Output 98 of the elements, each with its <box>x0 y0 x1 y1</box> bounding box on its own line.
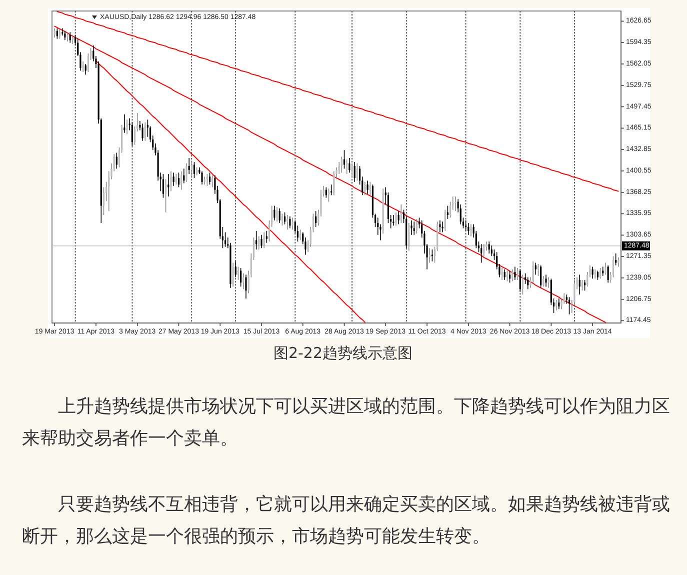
candlestick <box>240 268 242 287</box>
candlestick <box>581 280 584 291</box>
candlestick <box>193 162 196 178</box>
candlestick <box>289 216 291 229</box>
candlestick <box>556 299 558 311</box>
candlestick <box>274 205 276 221</box>
candlestick <box>439 220 441 233</box>
candlestick <box>602 266 604 276</box>
candlestick <box>444 209 446 232</box>
candlestick <box>245 274 247 299</box>
candlestick <box>186 162 188 182</box>
candlestick <box>468 222 470 236</box>
candlestick <box>162 174 164 198</box>
candlestick <box>234 260 236 278</box>
candlestick <box>172 172 174 186</box>
candlestick <box>488 241 490 254</box>
candlestick <box>519 268 521 292</box>
candlestick <box>58 29 61 40</box>
candlestick <box>351 162 353 178</box>
candlestick <box>142 123 144 142</box>
candlestick <box>356 162 358 181</box>
candlestick <box>470 224 472 237</box>
candlestick <box>558 298 560 310</box>
candlestick <box>299 229 302 241</box>
candlestick <box>490 245 492 256</box>
candlestick <box>542 276 544 287</box>
candlestick <box>232 262 234 287</box>
candlestick <box>400 204 402 224</box>
candlestick <box>208 172 211 185</box>
candlestick <box>66 32 68 42</box>
candlestick <box>607 264 609 283</box>
candlestick <box>480 244 482 264</box>
candlestick <box>165 178 167 213</box>
candlestick <box>212 174 214 188</box>
candlestick <box>354 162 356 182</box>
candlestick <box>592 266 594 280</box>
candlestick <box>369 182 371 196</box>
candlestick <box>516 268 518 280</box>
candlestick <box>188 158 190 174</box>
candlestick <box>398 210 400 225</box>
candlestick <box>508 270 511 283</box>
line-series <box>54 26 606 323</box>
candlestick <box>170 170 172 192</box>
candlestick <box>190 160 192 178</box>
candlestick <box>328 188 330 202</box>
candlestick <box>256 230 258 250</box>
candlestick <box>604 262 606 276</box>
candlestick <box>178 172 180 188</box>
candlestick <box>281 213 283 226</box>
candlestick <box>315 210 317 228</box>
candlestick <box>596 270 599 280</box>
candlestick <box>131 122 133 147</box>
candlestick <box>442 221 444 233</box>
text: 只要趋势线不互相违背，它就可以用来确定买卖的区域。如果趋势线被违背或断开，那么这是一个很强的预示，市场趋势可能发生转变。 <box>22 493 671 549</box>
caption: 图2-22趋势线示意图 <box>273 344 413 362</box>
candlestick <box>392 214 394 226</box>
candlestick <box>514 266 516 280</box>
candlestick <box>540 264 542 288</box>
candlestick <box>260 234 262 249</box>
candlestick <box>348 158 350 174</box>
candlestick <box>534 262 536 276</box>
candlestick <box>64 30 66 41</box>
candlestick <box>522 274 524 295</box>
candlestick <box>180 170 182 190</box>
candlestick <box>395 212 397 226</box>
candlestick <box>126 119 128 135</box>
candlestick <box>501 268 503 280</box>
candlestick <box>206 174 208 186</box>
candlestick <box>201 170 203 185</box>
candlestick <box>512 268 514 282</box>
candlestick <box>330 184 332 196</box>
candlestick <box>340 156 342 174</box>
candlestick <box>410 220 412 236</box>
candlestick <box>237 266 240 280</box>
candlestick <box>568 296 570 315</box>
candlestick <box>600 268 602 280</box>
candlestick <box>506 270 508 282</box>
candlestick <box>333 170 335 196</box>
candlestick <box>416 218 418 234</box>
text: 上升趋势线提供市场状况下可以买进区域的范围。下降趋势线可以作为阻力区来帮助交易者作一个卖单。 <box>22 395 671 451</box>
candlestick <box>537 264 540 276</box>
candlestick <box>116 152 118 170</box>
candlestick <box>266 230 268 244</box>
candlestick <box>278 208 280 224</box>
line-series <box>95 60 366 323</box>
candlestick <box>454 196 456 212</box>
candlestick <box>504 268 506 280</box>
candlestick <box>276 206 278 222</box>
line-series <box>56 11 619 192</box>
candlestick <box>366 180 368 194</box>
candlestick <box>175 174 177 185</box>
candlestick <box>364 182 366 196</box>
candlestick <box>82 60 84 72</box>
candlestick <box>292 217 294 230</box>
candlestick <box>578 274 580 295</box>
candlestick <box>465 220 467 232</box>
candlestick <box>144 122 146 142</box>
candlestick <box>545 274 547 287</box>
